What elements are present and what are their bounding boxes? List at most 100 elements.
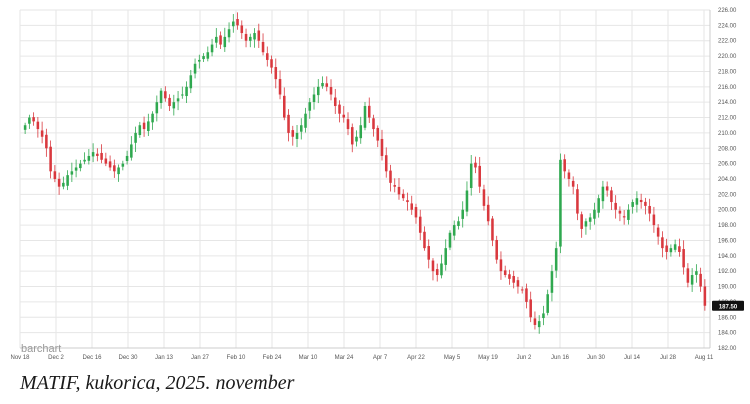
candle-body (227, 29, 231, 38)
chart-area: 182.00184.00186.00188.00190.00192.00194.… (10, 8, 744, 361)
candle-body (635, 198, 639, 205)
candle-body (495, 239, 498, 260)
candle-body (631, 202, 634, 207)
candle-body (597, 198, 600, 213)
candle-body (580, 214, 583, 229)
candle-body (189, 75, 193, 89)
candle-body (499, 259, 503, 272)
candle-body (410, 203, 414, 210)
candle-body (147, 121, 150, 132)
candle-body (661, 237, 664, 249)
candle-body (40, 130, 44, 137)
candle-body (529, 299, 532, 318)
candle-body (444, 248, 447, 265)
y-tick-label: 214.00 (718, 100, 737, 106)
candle-body (567, 172, 571, 179)
candle-body (695, 271, 698, 275)
x-tick-label: Dec 2 (48, 355, 64, 361)
candle-body (618, 210, 622, 214)
candle-body (329, 87, 333, 95)
candle-body (202, 56, 205, 60)
candle-body (32, 117, 35, 122)
candle-body (138, 125, 142, 136)
candle-body (359, 125, 363, 139)
candle-body (699, 273, 702, 287)
x-tick-label: Nov 18 (10, 355, 30, 361)
last-price-box (712, 300, 744, 311)
x-tick-label: Jan 13 (155, 355, 174, 361)
candle-body (151, 113, 154, 123)
candle-body (210, 44, 214, 53)
candles (23, 12, 707, 334)
y-tick-label: 218.00 (718, 69, 737, 75)
candle-body (512, 276, 515, 283)
candle-body (117, 167, 120, 175)
y-tick-label: 198.00 (718, 223, 737, 229)
candle-body (644, 201, 647, 206)
candle-body (28, 117, 31, 124)
candle-body (584, 221, 588, 227)
candle-body (66, 175, 69, 186)
candle-body (70, 171, 74, 175)
candle-body (291, 130, 295, 137)
candle-body (223, 36, 227, 48)
candle-body (627, 209, 630, 220)
candle-body (274, 67, 278, 80)
candle-body (576, 189, 579, 214)
candle-body (478, 165, 481, 187)
x-tick-label: May 19 (478, 355, 498, 361)
candle-body (266, 53, 269, 60)
y-tick-label: 226.00 (718, 8, 737, 14)
candle-body (546, 294, 549, 313)
candle-body (270, 59, 273, 68)
candle-body (87, 155, 91, 161)
candle-body (542, 313, 545, 319)
candle-body (389, 170, 392, 183)
candle-body (244, 33, 248, 41)
x-tick-label: Jun 30 (587, 355, 606, 361)
candle-body (559, 159, 562, 247)
candle-body (678, 246, 681, 252)
x-tick-label: Feb 24 (263, 355, 282, 361)
y-tick-label: 184.00 (718, 331, 737, 337)
candle-body (423, 231, 426, 249)
candle-body (393, 185, 397, 187)
candle-body (278, 79, 282, 95)
candle-body (656, 227, 660, 237)
candle-body (236, 19, 239, 26)
candle-body (350, 127, 354, 145)
candle-body (308, 102, 312, 111)
x-tick-label: Mar 10 (299, 355, 318, 361)
candle-body (537, 321, 541, 328)
y-tick-label: 210.00 (718, 131, 737, 137)
candle-body (130, 144, 133, 158)
candle-body (397, 186, 401, 195)
candle-body (401, 193, 405, 199)
x-tick-label: Jan 27 (191, 355, 210, 361)
candle-body (36, 121, 40, 130)
candle-body (491, 218, 494, 241)
y-tick-label: 224.00 (718, 23, 737, 29)
last-price-label: 187.50 (719, 304, 738, 310)
candle-body (338, 104, 341, 114)
candle-body (474, 162, 477, 168)
candle-body (457, 221, 460, 226)
candle-body (669, 248, 673, 253)
x-tick-label: Jun 2 (517, 355, 532, 361)
candle-body (465, 190, 469, 212)
candle-body (622, 216, 626, 218)
y-tick-label: 222.00 (718, 39, 737, 45)
y-tick-label: 220.00 (718, 54, 737, 60)
candle-body (159, 90, 163, 103)
candle-body (164, 91, 167, 99)
candle-body (295, 132, 299, 139)
candle-body (469, 163, 473, 189)
candle-body (601, 186, 605, 202)
candlestick-chart: 182.00184.00186.00188.00190.00192.00194.… (10, 8, 744, 361)
y-tick-label: 208.00 (718, 146, 737, 152)
x-tick-label: Mar 24 (335, 355, 354, 361)
y-tick-label: 212.00 (718, 116, 737, 122)
candle-body (121, 163, 125, 167)
candle-body (406, 200, 409, 203)
x-tick-label: Dec 16 (82, 355, 102, 361)
